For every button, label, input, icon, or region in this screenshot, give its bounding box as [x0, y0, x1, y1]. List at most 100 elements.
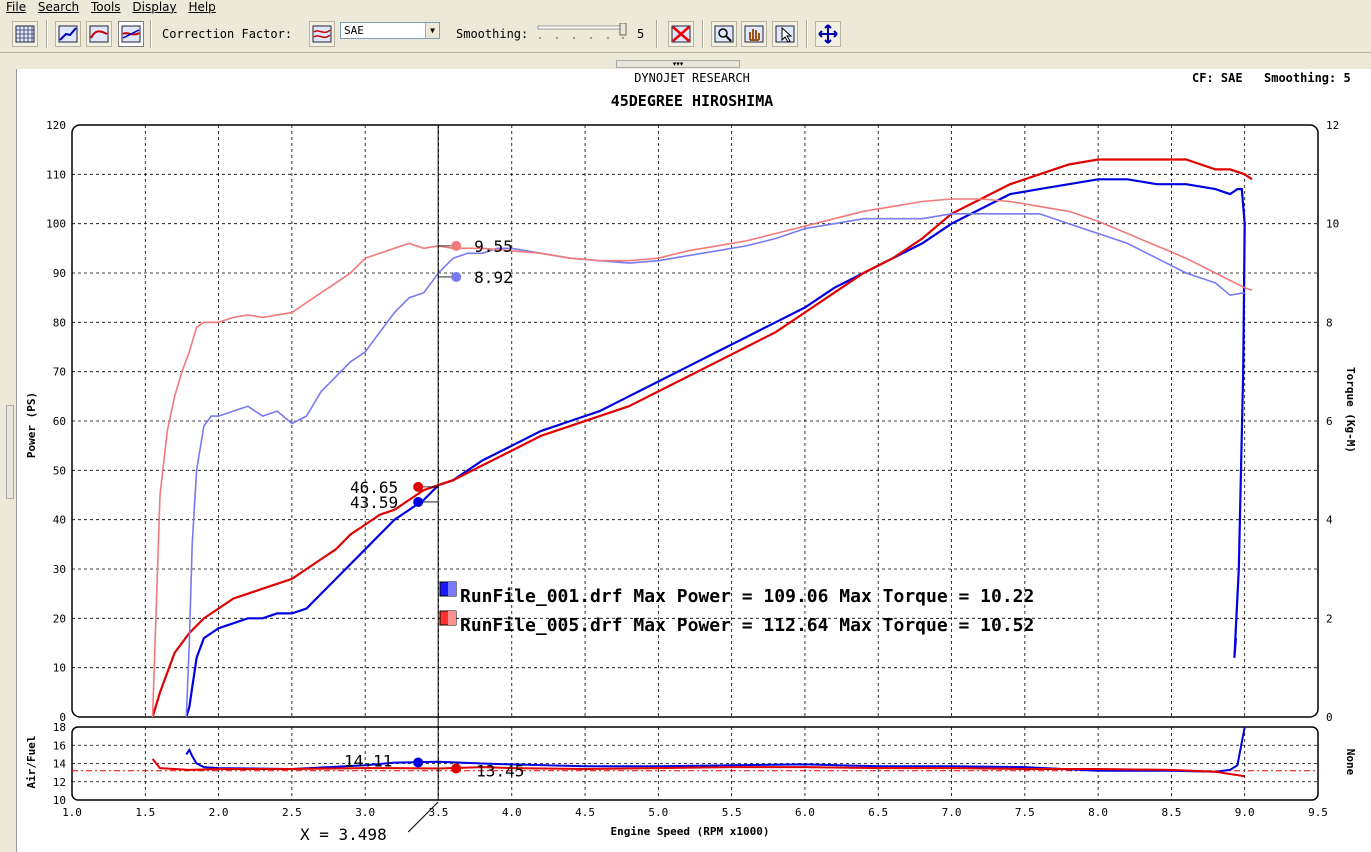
chart-title: 45DEGREE HIROSHIMA — [611, 92, 774, 110]
correction-factor-value: SAE — [344, 24, 364, 37]
y2-tick-label: 6 — [1326, 415, 1333, 428]
x-ticks: 1.0 1.5 2.0 2.5 3.0 3.5 4.0 4.5 5.0 5.5 6.0 6.5 7.0 7… — [62, 806, 1328, 819]
x-tick-label: 3.0 — [355, 806, 375, 819]
afr-cursor-marker — [413, 757, 424, 768]
legend-run1: RunFile_001.drf Max Power = 109.06 Max T… — [460, 586, 1034, 607]
y2-tick-label: 10 — [1326, 218, 1339, 231]
menu-tools[interactable]: Tools — [90, 0, 121, 14]
correction-factor-label: Correction Factor: — [162, 27, 293, 41]
x-tick-label: 7.5 — [1015, 806, 1035, 819]
x-tick-label: 5.0 — [648, 806, 668, 819]
afr-tick-label: 12 — [53, 776, 66, 789]
afr-tick-label: 16 — [53, 739, 66, 752]
y2-tick-label: 8 — [1326, 316, 1333, 329]
afr-cursor-label: 13.45 — [476, 762, 524, 781]
runfile-001-drf-power-line — [185, 178, 1246, 718]
menu-bar: File Search Tools Display Help — [0, 0, 1371, 15]
x-tick-label: 6.5 — [868, 806, 888, 819]
afr-tick-label: 18 — [53, 721, 66, 734]
x-tick-label: 8.0 — [1088, 806, 1108, 819]
main-ticks: 0 10 20 30 40 50 60 70 80 90 100 110 120 0 2 4 6 8 10 12 — [46, 119, 1339, 724]
y-tick-label: 90 — [53, 267, 66, 280]
afr-y2-label: None — [1344, 749, 1357, 776]
runfile-001-drf-torque-line — [185, 213, 1245, 718]
afr-series — [151, 726, 1246, 778]
y-tick-label: 20 — [53, 612, 66, 625]
x-tick-label: 6.0 — [795, 806, 815, 819]
smoothing-label: Smoothing: — [456, 27, 529, 41]
y2-tick-label: 4 — [1326, 514, 1333, 527]
toolbar: Correction Factor: Smoothing: 5 — [0, 15, 1371, 53]
y2-tick-label: 0 — [1326, 711, 1333, 724]
afr-tick-label: 10 — [53, 794, 66, 807]
cursor-value-label: 43.59 — [350, 493, 398, 512]
y-tick-label: 40 — [53, 514, 66, 527]
cursor-value-label: 8.92 — [474, 268, 513, 287]
runfile-005-drf-afr-line — [151, 758, 1245, 778]
collapse-panel-button[interactable]: ▾▾▾ — [616, 60, 740, 68]
x-tick-label: 9.0 — [1235, 806, 1255, 819]
fit-icon[interactable] — [815, 21, 841, 47]
side-panel-handle[interactable] — [6, 405, 14, 499]
x-tick-label: 1.0 — [62, 806, 82, 819]
cursor-value-label: 46.65 — [350, 478, 398, 497]
afr-axis-label: Air/Fuel — [25, 736, 38, 789]
x-tick-label: 9.5 — [1308, 806, 1328, 819]
cursor-value-marker — [413, 496, 424, 507]
x-tick-label: 3.5 — [429, 806, 449, 819]
pan-hand-icon[interactable] — [741, 21, 767, 47]
smoothing-slider[interactable] — [536, 23, 628, 41]
legend-run2: RunFile_005.drf Max Power = 112.64 Max T… — [460, 615, 1034, 636]
afr-ticks: 10 12 14 16 18 — [53, 721, 67, 807]
x-tick-label: 4.5 — [575, 806, 595, 819]
grid-icon[interactable] — [12, 21, 38, 47]
x-tick-label: 2.5 — [282, 806, 302, 819]
smoothing-text: Smoothing: 5 — [1264, 71, 1351, 85]
menu-help[interactable]: Help — [188, 0, 216, 14]
cursor-value-marker — [413, 481, 424, 492]
y2-axis-label: Torque (Kg-M) — [1344, 367, 1357, 453]
correction-factor-select[interactable]: SAE ▼ — [340, 22, 440, 39]
menu-file[interactable]: File — [6, 0, 27, 14]
y-tick-label: 110 — [46, 168, 66, 181]
runfile-005-drf-torque-line — [151, 198, 1253, 718]
y-tick-label: 80 — [53, 316, 66, 329]
power-graph-icon[interactable] — [55, 21, 81, 47]
y-tick-label: 60 — [53, 415, 66, 428]
y-tick-label: 10 — [53, 662, 66, 675]
x-tick-label: 2.0 — [209, 806, 229, 819]
legend: RunFile_001.drf Max Power = 109.06 Max T… — [439, 581, 1034, 636]
y-tick-label: 120 — [46, 119, 66, 132]
smoothing-value: 5 — [637, 27, 645, 41]
x-tick-label: 8.5 — [1161, 806, 1181, 819]
y-tick-label: 30 — [53, 563, 66, 576]
y-axis-label: Power (PS) — [25, 392, 38, 458]
menu-search[interactable]: Search — [37, 0, 80, 14]
torque-graph-icon[interactable] — [86, 21, 112, 47]
cursor-leader-line — [407, 801, 439, 833]
runfile-005-drf-power-line — [151, 158, 1253, 718]
clear-icon[interactable] — [668, 21, 694, 47]
x-axis-label: Engine Speed (RPM x1000) — [611, 825, 770, 838]
afr-tick-label: 14 — [53, 758, 67, 771]
cursor-value-marker — [451, 271, 462, 282]
slider-thumb[interactable] — [619, 23, 627, 36]
chevron-down-icon[interactable]: ▼ — [425, 23, 439, 38]
y2-tick-label: 2 — [1326, 612, 1333, 625]
menu-display[interactable]: Display — [132, 0, 177, 14]
afr-graph-icon[interactable] — [118, 21, 144, 47]
y-tick-label: 0 — [59, 711, 66, 724]
afr-cursor-label: 14.11 — [344, 751, 392, 770]
cursor-readout: X = 3.498 — [300, 825, 387, 844]
x-tick-label: 7.0 — [942, 806, 962, 819]
y2-tick-label: 12 — [1326, 119, 1339, 132]
brand-text: DYNOJET RESEARCH — [634, 71, 750, 85]
cursor-value-marker — [451, 240, 462, 251]
pointer-icon[interactable] — [772, 21, 798, 47]
correction-icon[interactable] — [309, 21, 335, 47]
zoom-icon[interactable] — [711, 21, 737, 47]
cf-text: CF: SAE — [1192, 71, 1243, 85]
afr-cursor-marker — [451, 763, 462, 774]
